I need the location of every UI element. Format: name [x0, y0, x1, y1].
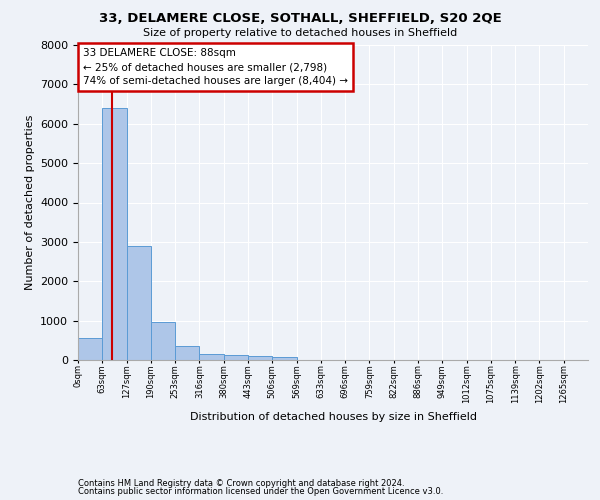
- Text: 33 DELAMERE CLOSE: 88sqm
← 25% of detached houses are smaller (2,798)
74% of sem: 33 DELAMERE CLOSE: 88sqm ← 25% of detach…: [83, 48, 348, 86]
- Bar: [127, 246, 151, 360]
- Bar: [224, 356, 248, 360]
- Text: Size of property relative to detached houses in Sheffield: Size of property relative to detached ho…: [143, 28, 457, 38]
- Text: 33, DELAMERE CLOSE, SOTHALL, SHEFFIELD, S20 2QE: 33, DELAMERE CLOSE, SOTHALL, SHEFFIELD, …: [98, 12, 502, 26]
- Y-axis label: Number of detached properties: Number of detached properties: [25, 115, 35, 290]
- Bar: [199, 354, 224, 360]
- Bar: [272, 357, 296, 360]
- Bar: [151, 322, 175, 360]
- Text: Distribution of detached houses by size in Sheffield: Distribution of detached houses by size …: [190, 412, 476, 422]
- Bar: [78, 338, 102, 360]
- Bar: [175, 346, 199, 360]
- Text: Contains HM Land Registry data © Crown copyright and database right 2024.: Contains HM Land Registry data © Crown c…: [78, 478, 404, 488]
- Text: Contains public sector information licensed under the Open Government Licence v3: Contains public sector information licen…: [78, 487, 443, 496]
- Bar: [102, 108, 127, 360]
- Bar: [248, 356, 272, 360]
